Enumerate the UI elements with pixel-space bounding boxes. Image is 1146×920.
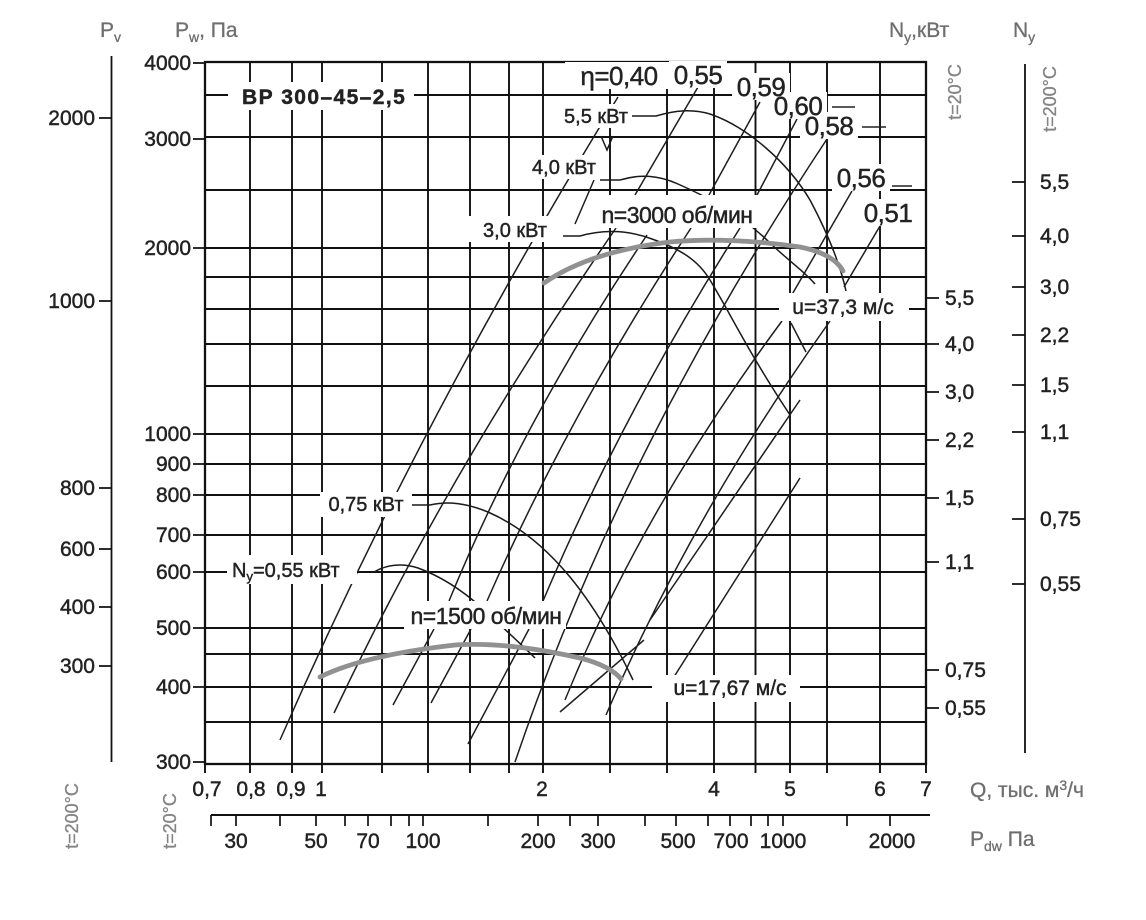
svg-text:7: 7 — [920, 778, 932, 801]
svg-text:1: 1 — [315, 778, 327, 801]
svg-text:30: 30 — [224, 830, 247, 853]
svg-text:200: 200 — [520, 830, 555, 853]
svg-text:η=0,40: η=0,40 — [580, 61, 657, 91]
svg-text:6: 6 — [874, 778, 886, 801]
svg-text:0,7: 0,7 — [192, 778, 221, 801]
svg-text:4,0: 4,0 — [1040, 225, 1069, 248]
svg-text:3,0: 3,0 — [945, 381, 974, 404]
svg-text:300: 300 — [580, 830, 615, 853]
svg-text:400: 400 — [60, 596, 95, 619]
svg-text:4: 4 — [708, 778, 720, 801]
svg-text:600: 600 — [60, 538, 95, 561]
svg-text:1,5: 1,5 — [1040, 374, 1069, 397]
svg-text:Ny,кВт: Ny,кВт — [889, 19, 950, 45]
svg-text:1,1: 1,1 — [945, 551, 974, 574]
svg-text:3000: 3000 — [144, 128, 191, 151]
svg-text:500: 500 — [660, 830, 695, 853]
svg-text:u=37,3 м/с: u=37,3 м/с — [792, 296, 893, 319]
svg-text:2,2: 2,2 — [945, 429, 974, 452]
svg-text:3,0: 3,0 — [1040, 276, 1069, 299]
svg-text:Pdw Па: Pdw Па — [970, 828, 1035, 854]
svg-text:0,8: 0,8 — [236, 778, 265, 801]
svg-text:500: 500 — [156, 617, 191, 640]
svg-text:5,5 кВт: 5,5 кВт — [564, 106, 628, 128]
svg-text:1000: 1000 — [760, 830, 807, 853]
svg-text:n=3000 об/мин: n=3000 об/мин — [602, 202, 753, 228]
svg-text:1000: 1000 — [144, 423, 191, 446]
svg-text:0,55: 0,55 — [674, 60, 723, 90]
svg-text:1000: 1000 — [48, 290, 95, 313]
svg-text:400: 400 — [156, 676, 191, 699]
svg-text:0,55: 0,55 — [945, 697, 986, 720]
svg-text:1,5: 1,5 — [945, 487, 974, 510]
svg-text:0,58: 0,58 — [805, 111, 854, 141]
svg-text:0,55: 0,55 — [1040, 573, 1081, 596]
svg-text:2000: 2000 — [48, 107, 95, 130]
svg-text:700: 700 — [156, 524, 191, 547]
svg-text:Ny=0,55 кВт: Ny=0,55 кВт — [232, 560, 340, 584]
svg-text:t=200°C: t=200°C — [1040, 66, 1060, 132]
svg-text:0,75: 0,75 — [1040, 508, 1081, 531]
svg-text:Pw, Па: Pw, Па — [175, 19, 238, 45]
svg-text:5,5: 5,5 — [945, 287, 974, 310]
svg-text:0,75 кВт: 0,75 кВт — [328, 494, 403, 516]
svg-text:50: 50 — [304, 830, 327, 853]
svg-text:1,1: 1,1 — [1040, 421, 1069, 444]
svg-text:ВР 300–45–2,5: ВР 300–45–2,5 — [242, 86, 406, 109]
svg-text:600: 600 — [156, 561, 191, 584]
svg-text:800: 800 — [60, 477, 95, 500]
svg-text:5,5: 5,5 — [1040, 171, 1069, 194]
svg-text:t=200°C: t=200°C — [62, 783, 82, 849]
svg-text:0,9: 0,9 — [276, 778, 305, 801]
svg-text:0,56: 0,56 — [837, 163, 886, 193]
svg-text:n=1500 об/мин: n=1500 об/мин — [411, 603, 562, 629]
svg-text:900: 900 — [156, 453, 191, 476]
svg-text:300: 300 — [60, 655, 95, 678]
svg-text:Q, тыс. м3/ч: Q, тыс. м3/ч — [970, 777, 1084, 802]
svg-text:100: 100 — [405, 830, 440, 853]
svg-text:2000: 2000 — [869, 830, 916, 853]
svg-text:4,0: 4,0 — [945, 333, 974, 356]
svg-text:800: 800 — [156, 484, 191, 507]
svg-text:300: 300 — [156, 751, 191, 774]
svg-text:0,51: 0,51 — [864, 198, 913, 228]
svg-text:4000: 4000 — [144, 52, 191, 75]
svg-text:2,2: 2,2 — [1040, 324, 1069, 347]
svg-text:t=20°C: t=20°C — [945, 64, 965, 120]
svg-text:4,0 кВт: 4,0 кВт — [532, 157, 596, 179]
svg-text:0,59: 0,59 — [737, 72, 786, 102]
svg-text:3,0 кВт: 3,0 кВт — [483, 220, 547, 242]
svg-text:0,60: 0,60 — [774, 91, 823, 121]
svg-text:700: 700 — [713, 830, 748, 853]
svg-text:5: 5 — [784, 778, 796, 801]
svg-text:0,75: 0,75 — [945, 659, 986, 682]
svg-text:2: 2 — [536, 778, 548, 801]
svg-text:2000: 2000 — [144, 237, 191, 260]
svg-text:70: 70 — [356, 830, 379, 853]
svg-text:u=17,67 м/с: u=17,67 м/с — [673, 677, 786, 700]
svg-text:t=20°C: t=20°C — [160, 793, 180, 849]
